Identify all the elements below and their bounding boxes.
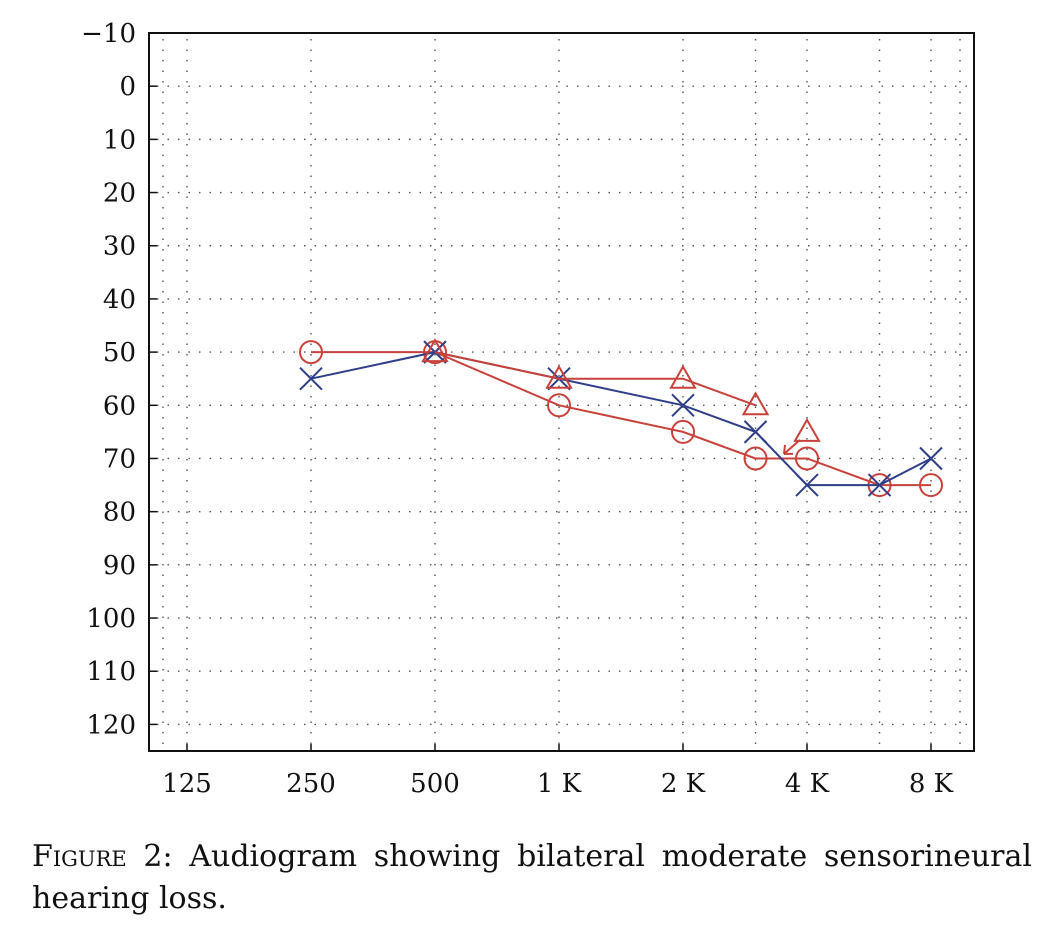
data-point-cross (867, 473, 892, 497)
data-point-triangle (421, 338, 449, 363)
series-group (299, 338, 943, 498)
plot-frame (148, 32, 975, 752)
y-tick-label: 0 (119, 72, 136, 102)
y-tick-label: −10 (81, 19, 136, 49)
grid-lines (157, 32, 970, 747)
data-point-triangle (545, 364, 573, 389)
caption-text: Audiogram showing bilateral moderate sen… (32, 839, 1032, 916)
data-point-circle (547, 393, 571, 418)
x-tick-label: 2 K (661, 769, 706, 799)
data-point-cross (919, 446, 943, 471)
figure-caption: Figure 2: Audiogram showing bilateral mo… (32, 836, 1032, 920)
series-circle (299, 340, 943, 498)
y-tick-label: 120 (86, 710, 136, 740)
y-tick-label: 110 (86, 657, 136, 687)
data-point-circle (299, 340, 323, 365)
series-triangle (793, 417, 821, 442)
y-tick-label: 90 (103, 551, 136, 581)
y-tick-label: 100 (86, 604, 136, 634)
annotations (783, 439, 801, 455)
x-tick-label: 4 K (785, 769, 830, 799)
data-point-cross (423, 340, 447, 364)
data-point-triangle (741, 391, 770, 416)
series-line (311, 351, 931, 487)
y-tick-label: 20 (103, 179, 136, 209)
series-triangle (421, 338, 770, 416)
data-point-triangle (669, 364, 697, 389)
data-point-cross (299, 366, 323, 391)
data-point-circle (671, 419, 695, 444)
x-tick-label: 125 (162, 769, 212, 799)
data-point-cross (795, 473, 819, 497)
x-tick-label: 1 K (537, 769, 582, 799)
x-axis-ticks: 125 250 500 1 K 2 K 4 K 8 K (162, 744, 954, 799)
data-point-circle (795, 446, 819, 471)
x-tick-label: 500 (410, 769, 460, 799)
y-tick-label: 70 (103, 444, 136, 474)
y-tick-label: 30 (103, 232, 136, 262)
y-tick-label: 50 (103, 338, 136, 368)
x-tick-label: 8 K (909, 769, 954, 799)
caption-label: Figure 2: (32, 839, 173, 874)
y-tick-label: 80 (103, 498, 136, 528)
y-axis-ticks: −10 0 10 20 30 40 50 60 70 80 90 100 110 120 (81, 19, 157, 740)
y-tick-label: 60 (103, 391, 136, 421)
data-point-cross (671, 393, 695, 418)
arrow-annotation (783, 439, 801, 455)
x-tick-label: 250 (286, 769, 336, 799)
y-tick-label: 40 (103, 285, 136, 315)
series-line (434, 351, 756, 407)
y-tick-label: 10 (103, 125, 136, 155)
data-point-circle (743, 446, 768, 471)
data-point-cross (743, 420, 768, 444)
data-point-circle (919, 473, 943, 498)
data-point-triangle (793, 417, 821, 442)
audiogram-chart: −10 0 10 20 30 40 50 60 70 80 90 100 110 120 125 250 50… (81, 19, 975, 799)
